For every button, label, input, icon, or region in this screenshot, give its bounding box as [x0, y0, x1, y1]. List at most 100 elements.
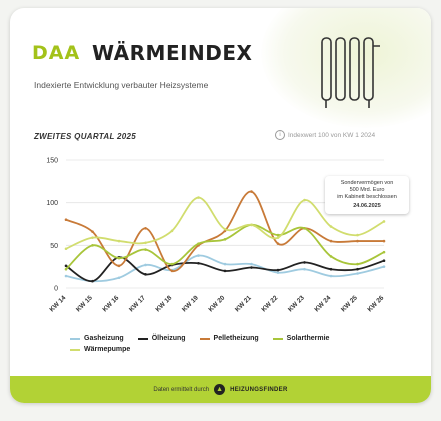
legend-item: Wärmepumpe	[70, 346, 130, 353]
data-point-waermepumpe	[329, 225, 333, 228]
data-point-waermepumpe	[223, 227, 227, 231]
data-point-waermepumpe	[382, 220, 386, 223]
x-tick-label: KW 26	[366, 294, 385, 313]
data-point-solarthermie	[223, 238, 227, 241]
info-note: i Indexwert 100 von KW 1 2024	[275, 130, 375, 140]
info-text: Indexwert 100 von KW 1 2024	[288, 131, 376, 139]
data-point-gasheizung	[117, 276, 121, 280]
data-point-waermepumpe	[170, 229, 174, 233]
data-point-solarthermie	[276, 233, 280, 237]
annotation-line-2: 500 Mrd. Euro	[349, 187, 385, 193]
legend-label: Gasheizung	[84, 335, 124, 342]
line-chart: 0 50 100 150 KW 14 KW 15 KW 16 KW 17 KW 18 KW 19 K…	[46, 158, 386, 314]
data-point-gasheizung	[197, 254, 200, 257]
data-point-gasheizung	[303, 267, 306, 271]
x-tick-label: KW 19	[181, 294, 200, 313]
chart-legend: Gasheizung Ölheizung Pelletheizung Solarthe…	[70, 335, 390, 353]
data-point-oelheizung	[197, 261, 200, 265]
data-point-solarthermie	[144, 248, 147, 251]
data-point-solarthermie	[303, 226, 306, 230]
x-tick-label: KW 18	[154, 294, 173, 313]
data-point-gasheizung	[382, 265, 386, 268]
section-title: ZWEITES QUARTAL 2025	[34, 132, 137, 141]
x-tick-label: KW 16	[101, 294, 120, 313]
data-point-waermepumpe	[64, 247, 68, 251]
radiator-icon	[321, 37, 380, 108]
footer-brand: HEIZUNGSFINDER	[230, 386, 288, 393]
legend-swatch	[70, 348, 80, 351]
data-point-solarthermie	[117, 256, 121, 260]
annotation-line-1: Sondervermögen von	[340, 180, 394, 186]
data-point-pelletheizung	[329, 239, 333, 243]
legend-swatch	[70, 337, 80, 340]
data-point-oelheizung	[303, 261, 306, 264]
y-tick-label: 0	[54, 286, 58, 293]
y-tick-label: 150	[46, 158, 58, 165]
info-icon: i	[275, 130, 285, 140]
data-point-pelletheizung	[117, 264, 121, 268]
x-tick-label: KW 21	[234, 294, 253, 313]
data-point-waermepumpe	[276, 236, 280, 239]
data-point-oelheizung	[64, 264, 68, 268]
data-point-oelheizung	[276, 268, 280, 272]
data-point-oelheizung	[144, 273, 147, 276]
x-tick-label: KW 23	[287, 294, 306, 313]
data-point-waermepumpe	[250, 223, 253, 227]
legend-item: Gasheizung	[70, 335, 124, 342]
data-point-gasheizung	[64, 274, 68, 278]
data-point-solarthermie	[197, 242, 200, 245]
data-point-gasheizung	[144, 263, 147, 267]
data-point-oelheizung	[223, 269, 227, 273]
data-point-waermepumpe	[117, 239, 121, 243]
data-point-gasheizung	[276, 271, 280, 274]
series-line-oelheizung	[65, 256, 385, 283]
data-point-waermepumpe	[356, 233, 359, 237]
data-point-waermepumpe	[144, 241, 147, 245]
annotation-line-3: im Kabinett beschlossen	[337, 194, 397, 200]
data-point-solarthermie	[64, 267, 68, 271]
data-point-gasheizung	[223, 262, 227, 266]
x-tick-label: KW 17	[128, 294, 147, 313]
legend-item: Ölheizung	[137, 335, 186, 342]
legend-label: Solarthermie	[286, 335, 330, 342]
infographic-card: DAA WÄRMEINDEX Indexierte Entwicklung ve…	[10, 8, 431, 403]
legend-swatch	[199, 337, 210, 340]
data-point-pelletheizung	[250, 190, 253, 193]
data-point-solarthermie	[382, 250, 386, 254]
data-point-solarthermie	[329, 255, 333, 258]
legend-item: Pelletheizung	[199, 335, 259, 342]
data-point-pelletheizung	[276, 242, 280, 245]
data-point-waermepumpe	[197, 196, 200, 199]
data-point-pelletheizung	[64, 218, 68, 222]
x-tick-label: KW 15	[75, 294, 94, 313]
x-tick-label: KW 24	[313, 294, 332, 313]
x-tick-label: KW 20	[207, 294, 226, 313]
data-point-gasheizung	[329, 274, 333, 278]
subtitle: Indexierte Entwicklung verbauter Heizsys…	[34, 80, 209, 90]
legend-label: Ölheizung	[151, 335, 186, 342]
legend-label: Pelletheizung	[213, 335, 259, 342]
data-point-oelheizung	[382, 259, 386, 262]
data-point-solarthermie	[356, 262, 359, 266]
logo: DAA	[32, 42, 81, 64]
data-point-oelheizung	[356, 267, 359, 271]
flame-icon: ▲	[214, 384, 226, 395]
page-title: WÄRMEINDEX	[92, 41, 253, 65]
x-tick-label: KW 22	[260, 294, 279, 313]
y-tick-label: 50	[50, 243, 58, 250]
legend-item: Solarthermie	[272, 335, 330, 342]
data-point-oelheizung	[91, 279, 94, 283]
annotation-date: 24.06.2025	[353, 203, 381, 209]
data-point-pelletheizung	[356, 239, 359, 243]
data-point-solarthermie	[91, 244, 94, 247]
legend-swatch	[137, 337, 148, 340]
x-tick-label: KW 14	[48, 294, 67, 313]
legend-swatch	[272, 337, 283, 340]
footer: Daten ermittelt durch ▲ HEIZUNGSFINDER	[10, 376, 431, 403]
y-tick-label: 100	[46, 200, 58, 207]
data-point-pelletheizung	[144, 226, 147, 230]
data-point-gasheizung	[250, 262, 253, 266]
data-point-waermepumpe	[91, 236, 94, 239]
data-point-pelletheizung	[170, 269, 174, 273]
data-point-waermepumpe	[303, 198, 306, 202]
